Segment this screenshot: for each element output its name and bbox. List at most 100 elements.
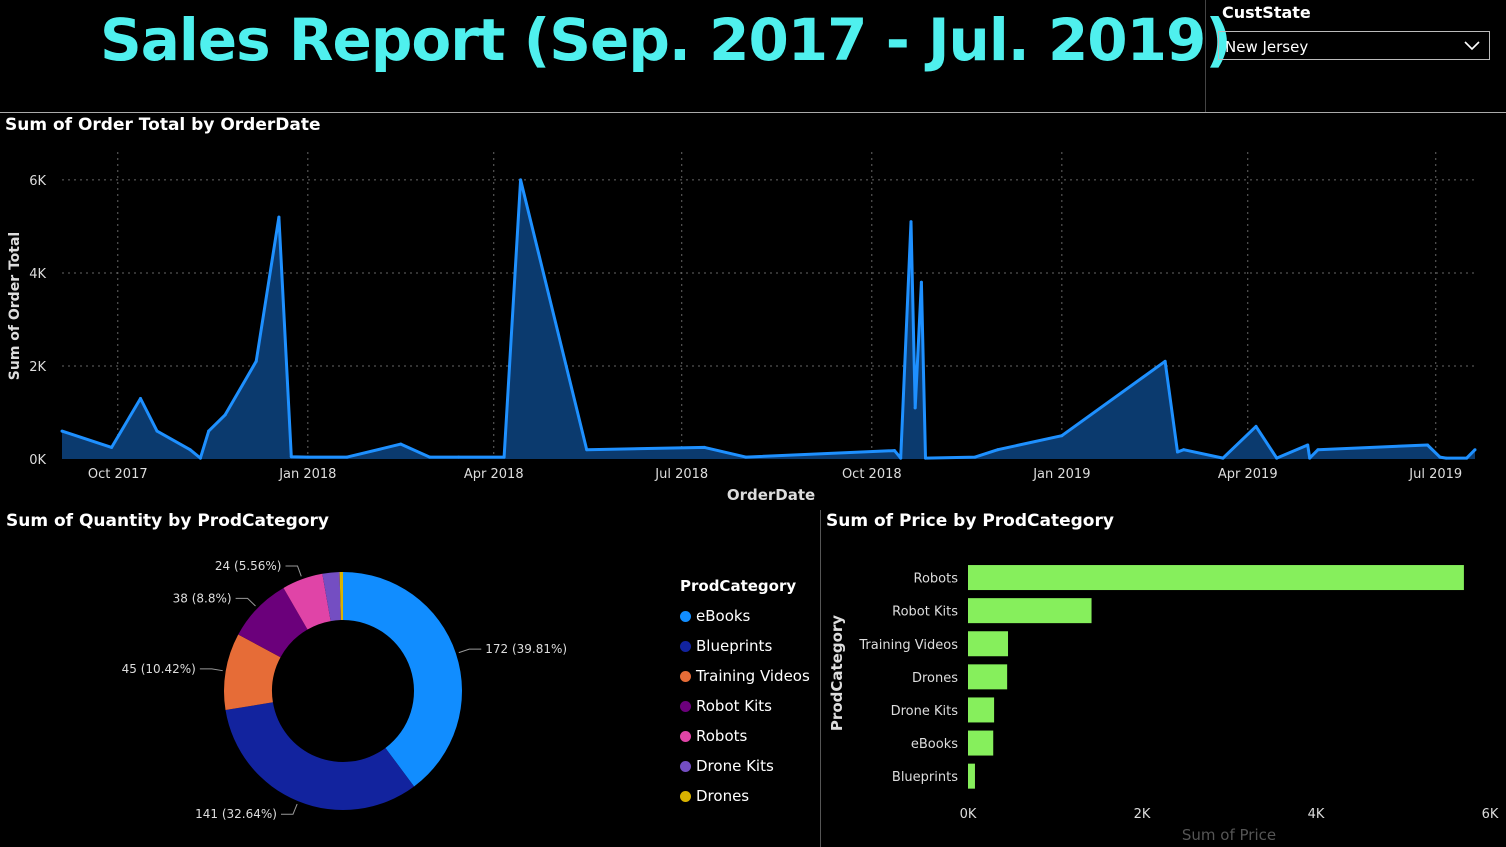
category-label: Training Videos (858, 638, 958, 653)
data-label: 24 (5.56%) (215, 559, 282, 573)
x-tick-label: 6K (1482, 807, 1499, 822)
data-point (1163, 359, 1167, 363)
donut-slice-ebooks (343, 572, 463, 787)
legend-dot-icon (680, 640, 691, 652)
data-point (428, 455, 432, 459)
x-tick-label: Oct 2018 (842, 467, 902, 482)
data-point (223, 413, 227, 417)
data-point (1275, 456, 1279, 460)
data-point (1438, 455, 1442, 459)
x-tick-label: Jan 2018 (278, 467, 336, 482)
bar-drone-kits (968, 697, 995, 723)
legend-item[interactable]: Robots (680, 721, 810, 751)
header-divider-line (0, 112, 1506, 113)
data-point (1254, 424, 1258, 428)
data-label: 45 (10.42%) (122, 662, 196, 676)
legend-label: Drone Kits (696, 757, 774, 775)
y-axis-title: ProdCategory (828, 615, 846, 731)
x-tick-label: Apr 2019 (1218, 467, 1278, 482)
y-tick-label: 2K (29, 360, 46, 375)
legend-label: Robot Kits (696, 697, 772, 715)
data-point (1473, 448, 1477, 452)
bar-chart: Robots Robot Kits Training Videos Drones Dro… (828, 565, 1499, 844)
header-divider (1205, 0, 1206, 112)
y-tick-label: 6K (29, 174, 46, 189)
legend-item[interactable]: Robot Kits (680, 691, 810, 721)
data-point (188, 448, 192, 452)
legend-dot-icon (680, 760, 691, 772)
bar-training-videos (968, 631, 1009, 657)
leader-line (235, 597, 256, 607)
line-chart: 0K 2K 4K 6K Oct 2017 Jan 2018 Apr 2018 Jul 2018… (7, 152, 1477, 504)
bar-ebooks (968, 730, 994, 756)
data-point (399, 442, 403, 446)
legend-item[interactable]: Training Videos (680, 661, 810, 691)
legend-item[interactable]: Blueprints (680, 631, 810, 661)
legend-item[interactable]: eBooks (680, 601, 810, 631)
data-point (457, 455, 461, 459)
x-tick-label: 4K (1308, 807, 1325, 822)
legend-label: Robots (696, 727, 748, 745)
bar-drones (968, 664, 1008, 690)
donut-slice-blueprints (225, 702, 415, 810)
data-point (155, 429, 159, 433)
legend-label: eBooks (696, 607, 751, 625)
x-tick-label: Apr 2018 (464, 467, 524, 482)
category-label: Drones (912, 671, 958, 686)
data-label: 172 (39.81%) (485, 642, 567, 656)
data-point (1306, 443, 1310, 447)
data-point (1444, 456, 1448, 460)
data-point (1182, 448, 1186, 452)
legend-item[interactable]: Drone Kits (680, 751, 810, 781)
data-point (110, 445, 114, 449)
data-point (254, 359, 258, 363)
line-chart-title: Sum of Order Total by OrderDate (5, 115, 321, 135)
legend-dot-icon (680, 700, 691, 712)
legend-dot-icon (680, 670, 691, 682)
legend-label: Drones (696, 787, 750, 805)
x-tick-label: 2K (1134, 807, 1151, 822)
donut-slice-drones (339, 572, 343, 621)
leader-line (280, 803, 298, 815)
leader-line (199, 668, 223, 672)
data-point (345, 455, 349, 459)
bar-blueprints (968, 763, 975, 789)
data-point (519, 178, 523, 182)
category-label: Drone Kits (891, 704, 959, 719)
leader-line (285, 565, 302, 577)
custstate-dropdown[interactable]: New Jersey (1218, 31, 1490, 60)
legend-dot-icon (680, 610, 691, 622)
x-axis-title: OrderDate (727, 486, 815, 504)
data-point (585, 448, 589, 452)
category-label: eBooks (911, 737, 958, 752)
data-point (198, 456, 202, 460)
area-fill (62, 179, 1475, 459)
bar-robot-kits (968, 598, 1092, 624)
y-tick-label: 4K (29, 267, 46, 282)
data-point (744, 455, 748, 459)
data-point (1465, 456, 1469, 460)
x-axis-title: Sum of Price (1182, 826, 1276, 844)
data-point (909, 220, 913, 224)
slicer-value: New Jersey (1225, 38, 1309, 56)
bar-chart-title: Sum of Price by ProdCategory (826, 511, 1114, 531)
legend-dot-icon (680, 730, 691, 742)
donut-chart: 172 (39.81%) 141 (32.64%) 45 (10.42%) 38 (8… (122, 559, 567, 821)
slicer-label: CustState (1222, 3, 1311, 22)
category-label: Blueprints (892, 770, 958, 785)
leader-line (458, 648, 482, 654)
data-point (1221, 456, 1225, 460)
data-point (139, 397, 142, 401)
data-point (919, 280, 923, 284)
donut-slice-robots (283, 573, 331, 630)
data-point (1308, 456, 1312, 460)
data-point (1316, 448, 1320, 452)
donut-slice-robot-kits (238, 587, 308, 658)
bar-robots (968, 565, 1464, 591)
series-line (61, 178, 1477, 460)
data-point (913, 406, 917, 410)
donut-chart-title: Sum of Quantity by ProdCategory (6, 511, 329, 531)
x-tick-label: Jul 2018 (654, 467, 708, 482)
category-label: Robot Kits (892, 605, 958, 620)
legend-item[interactable]: Drones (680, 781, 810, 811)
